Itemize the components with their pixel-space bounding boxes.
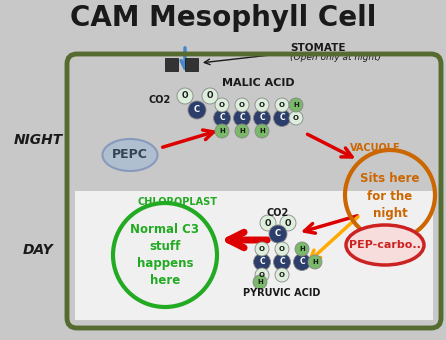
Text: C: C [279,114,285,122]
Bar [185,58,198,71]
Text: O: O [182,91,188,101]
Text: CHLOROPLAST: CHLOROPLAST [138,197,218,207]
Ellipse shape [346,225,424,265]
Text: H: H [299,246,305,252]
Text: O: O [259,272,265,278]
Circle shape [235,124,249,138]
Text: O: O [259,102,265,108]
Text: VACUOLE: VACUOLE [350,143,401,153]
Circle shape [177,88,193,104]
Text: C: C [194,105,200,115]
Text: O: O [279,272,285,278]
Circle shape [188,101,206,119]
Circle shape [253,275,267,289]
Text: O: O [285,219,291,227]
Circle shape [275,98,289,112]
Bar [75,191,433,320]
Circle shape [253,254,271,271]
Circle shape [235,98,249,112]
Circle shape [253,109,271,126]
Circle shape [273,109,290,126]
Text: H: H [293,102,299,108]
Circle shape [280,215,296,231]
Text: DAY: DAY [23,243,54,257]
Circle shape [289,111,303,125]
Circle shape [295,242,309,256]
Text: H: H [312,259,318,265]
Text: H: H [257,279,263,285]
Text: MALIC ACID: MALIC ACID [222,78,294,88]
Text: C: C [279,257,285,267]
Bar [165,58,178,71]
Circle shape [215,98,229,112]
Text: H: H [239,128,245,134]
Text: PEP-carbo..: PEP-carbo.. [349,240,421,250]
Text: O: O [207,91,213,101]
Text: O: O [279,246,285,252]
Circle shape [234,109,251,126]
Text: C: C [219,114,225,122]
Text: O: O [265,219,271,227]
Text: O: O [279,102,285,108]
Circle shape [293,254,310,271]
Text: CAM Mesophyll Cell: CAM Mesophyll Cell [70,4,376,32]
Text: PYRUVIC ACID: PYRUVIC ACID [244,288,321,298]
Circle shape [275,242,289,256]
Circle shape [215,124,229,138]
Text: C: C [259,114,265,122]
Circle shape [255,242,269,256]
Text: C: C [259,257,265,267]
Circle shape [275,268,289,282]
Text: PEPC: PEPC [112,149,148,162]
Text: O: O [219,102,225,108]
Text: O: O [259,246,265,252]
Circle shape [269,225,287,243]
Text: CO2: CO2 [267,208,289,218]
Text: Sits here
for the
night: Sits here for the night [360,172,420,220]
Text: O: O [239,102,245,108]
Text: (Open only at night): (Open only at night) [290,53,381,63]
Text: O: O [293,115,299,121]
Circle shape [202,88,218,104]
Text: H: H [219,128,225,134]
Text: C: C [239,114,245,122]
Circle shape [255,268,269,282]
Text: Normal C3
stuff
happens
here: Normal C3 stuff happens here [131,223,199,287]
Circle shape [273,254,290,271]
Text: C: C [299,257,305,267]
Ellipse shape [103,139,157,171]
Text: NIGHT: NIGHT [13,133,62,147]
Text: H: H [259,128,265,134]
FancyBboxPatch shape [75,62,433,191]
Circle shape [260,215,276,231]
Circle shape [214,109,231,126]
Circle shape [289,98,303,112]
Text: STOMATE: STOMATE [290,43,346,53]
Circle shape [255,124,269,138]
Text: CO2: CO2 [149,95,171,105]
Circle shape [308,255,322,269]
Circle shape [255,98,269,112]
Text: C: C [275,230,281,238]
